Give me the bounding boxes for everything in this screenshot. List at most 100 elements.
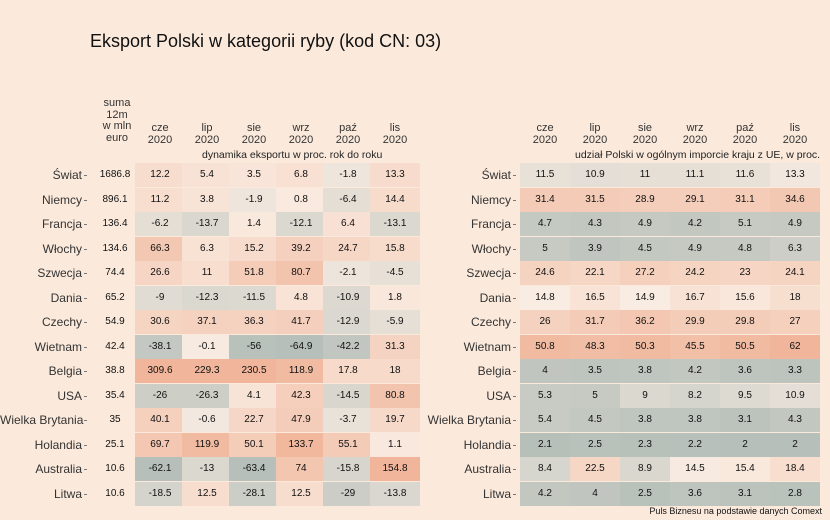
heatmap-cell: 26.6 bbox=[135, 261, 185, 285]
axis-tick bbox=[513, 273, 516, 274]
axis-tick bbox=[84, 395, 87, 397]
country-label: Belgia bbox=[48, 364, 82, 378]
country-label: Szwecja bbox=[37, 266, 82, 280]
heatmap-cell: 11.6 bbox=[720, 163, 770, 187]
right-month-header: wrz 2020 bbox=[682, 122, 708, 146]
heatmap-cell: 48.3 bbox=[570, 334, 620, 359]
heatmap-cell: 80.7 bbox=[276, 261, 326, 285]
heatmap-cell: 6.4 bbox=[323, 212, 373, 236]
country-label: Czechy bbox=[41, 315, 82, 329]
heatmap-cell: -14.5 bbox=[323, 383, 373, 408]
heatmap-cell: 47.9 bbox=[276, 408, 326, 432]
heatmap-cell: 31.3 bbox=[370, 334, 420, 359]
sum-cell: 10.6 bbox=[105, 487, 125, 499]
heatmap-cell: -13.7 bbox=[182, 212, 232, 236]
heatmap-cell: 24.7 bbox=[323, 236, 373, 261]
axis-tick bbox=[513, 420, 516, 421]
heatmap-cell: 4.2 bbox=[670, 212, 720, 236]
heatmap-cell: 2 bbox=[720, 432, 770, 457]
right-month-header: lis 2020 bbox=[782, 122, 808, 146]
heatmap-cell: -26 bbox=[135, 383, 185, 408]
country-label: Holandia bbox=[463, 437, 511, 452]
heatmap-cell: 4 bbox=[570, 481, 620, 506]
axis-tick bbox=[513, 297, 516, 299]
heatmap-cell: 31.5 bbox=[570, 187, 620, 212]
sum-cell: 35.4 bbox=[105, 389, 125, 401]
right-month-header: paź 2020 bbox=[732, 122, 758, 146]
country-label: Wielka Brytania bbox=[0, 413, 84, 427]
country-label: USA bbox=[486, 388, 511, 403]
axis-tick bbox=[84, 175, 87, 176]
heatmap-cell: 69.7 bbox=[135, 432, 185, 457]
heatmap-cell: 11 bbox=[620, 163, 670, 187]
heatmap-cell: 14.4 bbox=[370, 187, 420, 212]
heatmap-cell: -18.5 bbox=[135, 481, 185, 506]
heatmap-cell: 3.1 bbox=[720, 408, 770, 432]
sum-column-header: suma 12m w mln euro bbox=[102, 97, 132, 144]
heatmap-cell: 5.4 bbox=[182, 163, 232, 187]
heatmap-cell: 6.8 bbox=[276, 163, 326, 187]
axis-tick bbox=[84, 199, 87, 201]
heatmap-cell: 12.5 bbox=[182, 481, 232, 506]
heatmap-cell: 50.3 bbox=[620, 334, 670, 359]
sum-cell: 10.6 bbox=[105, 463, 125, 474]
country-label: Australia bbox=[35, 462, 82, 476]
heatmap-cell: 24.6 bbox=[520, 261, 570, 285]
heatmap-cell: 39.2 bbox=[276, 236, 326, 261]
heatmap-cell: -13.8 bbox=[370, 481, 420, 506]
heatmap-cell: 15.4 bbox=[720, 457, 770, 481]
heatmap-cell: 74 bbox=[276, 457, 326, 481]
axis-tick bbox=[84, 273, 87, 274]
heatmap-cell: 15.6 bbox=[720, 285, 770, 310]
heatmap-cell: 2.2 bbox=[670, 432, 720, 457]
sum-cell: 896.1 bbox=[102, 193, 128, 205]
heatmap-cell: -29 bbox=[323, 481, 373, 506]
heatmap-cell: 118.9 bbox=[276, 359, 326, 383]
country-label: Wielka Brytania bbox=[427, 413, 511, 427]
heatmap-cell: 154.8 bbox=[370, 457, 420, 481]
country-label: Dania bbox=[479, 290, 511, 305]
heatmap-cell: -0.1 bbox=[182, 334, 232, 359]
heatmap-cell: 24.2 bbox=[670, 261, 720, 285]
heatmap-cell: 3.5 bbox=[570, 359, 620, 383]
sum-cell: 25.1 bbox=[105, 438, 125, 450]
heatmap-cell: 28.9 bbox=[620, 187, 670, 212]
country-label: Czechy bbox=[470, 315, 511, 329]
axis-tick bbox=[513, 469, 516, 470]
heatmap-cell: 18 bbox=[370, 359, 420, 383]
left-month-header: paź 2020 bbox=[335, 122, 361, 146]
heatmap-cell: -9 bbox=[135, 285, 185, 310]
heatmap-cell: 55.1 bbox=[323, 432, 373, 457]
axis-tick bbox=[513, 322, 516, 323]
heatmap-cell: 23 bbox=[720, 261, 770, 285]
sum-cell: 54.9 bbox=[105, 316, 125, 327]
heatmap-cell: 13.3 bbox=[770, 163, 820, 187]
heatmap-cell: 62 bbox=[770, 334, 820, 359]
heatmap-cell: -42.2 bbox=[323, 334, 373, 359]
heatmap-cell: 6.3 bbox=[770, 236, 820, 261]
heatmap-cell: 2.1 bbox=[520, 432, 570, 457]
country-label: Wietnam bbox=[34, 339, 82, 354]
heatmap-cell: 26 bbox=[520, 310, 570, 334]
axis-tick bbox=[513, 371, 516, 372]
heatmap-cell: 41.7 bbox=[276, 310, 326, 334]
heatmap-cell: 15.8 bbox=[370, 236, 420, 261]
heatmap-cell: 0.8 bbox=[276, 187, 326, 212]
country-label: Niemcy bbox=[41, 192, 82, 207]
heatmap-cell: 2.8 bbox=[770, 481, 820, 506]
heatmap-cell: 31.1 bbox=[720, 187, 770, 212]
axis-tick bbox=[513, 224, 516, 225]
axis-tick bbox=[84, 444, 87, 446]
country-label: Francja bbox=[470, 217, 511, 231]
left-month-header: cze 2020 bbox=[147, 122, 173, 146]
country-label: Włochy bbox=[471, 241, 511, 256]
heatmap-cell: 17.8 bbox=[323, 359, 373, 383]
heatmap-cell: 8.9 bbox=[620, 457, 670, 481]
heatmap-cell: 4.8 bbox=[720, 236, 770, 261]
heatmap-cell: 66.3 bbox=[135, 236, 185, 261]
left-panel-subtitle: dynamika eksportu w proc. rok do roku bbox=[202, 149, 383, 161]
heatmap-cell: -10.9 bbox=[323, 285, 373, 310]
heatmap-cell: 18.4 bbox=[770, 457, 820, 481]
heatmap-cell: 4.1 bbox=[229, 383, 279, 408]
